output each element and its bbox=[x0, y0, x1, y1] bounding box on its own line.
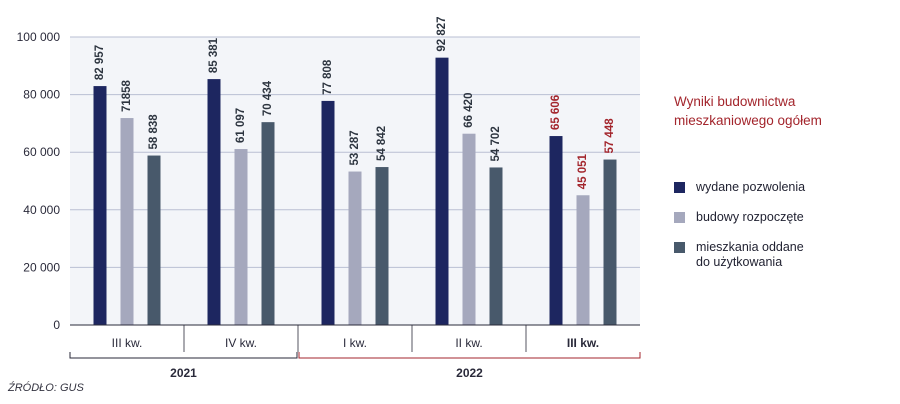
category-label: III kw. bbox=[112, 336, 143, 350]
legend-swatch bbox=[674, 212, 685, 223]
category-label: II kw. bbox=[455, 336, 482, 350]
bar bbox=[489, 167, 503, 325]
data-label: 82 957 bbox=[94, 45, 106, 80]
legend-label-line: do użytkowania bbox=[696, 255, 783, 269]
bar bbox=[207, 79, 221, 325]
data-label: 54 702 bbox=[490, 126, 502, 161]
y-tick-label: 80 000 bbox=[23, 88, 60, 102]
data-label: 57 448 bbox=[604, 118, 616, 154]
y-tick-label: 20 000 bbox=[23, 260, 60, 274]
legend-item-permits: wydane pozwolenia bbox=[674, 180, 896, 195]
data-labels: 82 957 71858 58 838 85 381 61 097 70 434 77 80… bbox=[94, 16, 616, 189]
bar bbox=[435, 57, 449, 326]
bar bbox=[147, 155, 161, 325]
chart-title: Wyniki budownictwa mieszkaniowego ogółem bbox=[674, 94, 822, 128]
legend-swatch bbox=[674, 182, 685, 193]
data-label: 66 420 bbox=[463, 93, 475, 128]
bars bbox=[93, 57, 617, 326]
legend: wydane pozwolenia budowy rozpoczęte mies… bbox=[674, 180, 896, 285]
bar bbox=[321, 100, 335, 325]
data-label: 77 808 bbox=[322, 59, 334, 95]
legend-label: budowy rozpoczęte bbox=[696, 210, 804, 224]
year-bracket bbox=[69, 352, 298, 359]
category-label: IV kw. bbox=[225, 336, 257, 350]
y-tick-label: 100 000 bbox=[17, 30, 61, 44]
bar bbox=[348, 171, 362, 325]
legend-item-started: budowy rozpoczęte bbox=[674, 210, 896, 225]
data-label: 65 606 bbox=[550, 95, 562, 130]
y-axis-ticks: 0 20 000 40 000 60 000 80 000 100 000 bbox=[17, 30, 61, 332]
legend-label: wydane pozwolenia bbox=[696, 180, 806, 194]
y-tick-label: 40 000 bbox=[23, 203, 60, 217]
data-label: 61 097 bbox=[235, 108, 247, 143]
year-label: 2022 bbox=[456, 366, 483, 380]
data-label: 58 838 bbox=[148, 114, 160, 150]
y-tick-label: 0 bbox=[53, 318, 60, 332]
legend-item-completed: mieszkania oddane do użytkowania bbox=[674, 240, 896, 270]
bar bbox=[234, 149, 248, 325]
source-note: ŹRÓDŁO: GUS bbox=[8, 382, 84, 394]
bar bbox=[120, 118, 134, 326]
x-axis: III kw. IV kw. I kw. II kw. III kw. 2021 2022 bbox=[69, 324, 641, 380]
bar bbox=[261, 122, 275, 325]
data-label: 85 381 bbox=[208, 37, 220, 73]
bar bbox=[576, 195, 590, 325]
data-label: 71858 bbox=[121, 79, 133, 112]
data-label: 53 287 bbox=[349, 130, 361, 165]
bar bbox=[549, 136, 563, 325]
legend-label-line: mieszkania oddane bbox=[696, 240, 804, 254]
data-label: 45 051 bbox=[577, 153, 589, 189]
category-label: I kw. bbox=[343, 336, 367, 350]
bar bbox=[603, 159, 617, 325]
year-label: 2021 bbox=[170, 366, 197, 380]
data-label: 92 827 bbox=[436, 16, 448, 51]
legend-swatch bbox=[674, 242, 685, 253]
bar bbox=[375, 167, 389, 325]
bar bbox=[462, 133, 476, 325]
data-label: 54 842 bbox=[376, 126, 388, 161]
year-bracket bbox=[298, 352, 641, 359]
category-label: III kw. bbox=[567, 336, 599, 350]
data-label: 70 434 bbox=[262, 80, 274, 116]
bar bbox=[93, 86, 107, 326]
y-tick-label: 60 000 bbox=[23, 145, 60, 159]
